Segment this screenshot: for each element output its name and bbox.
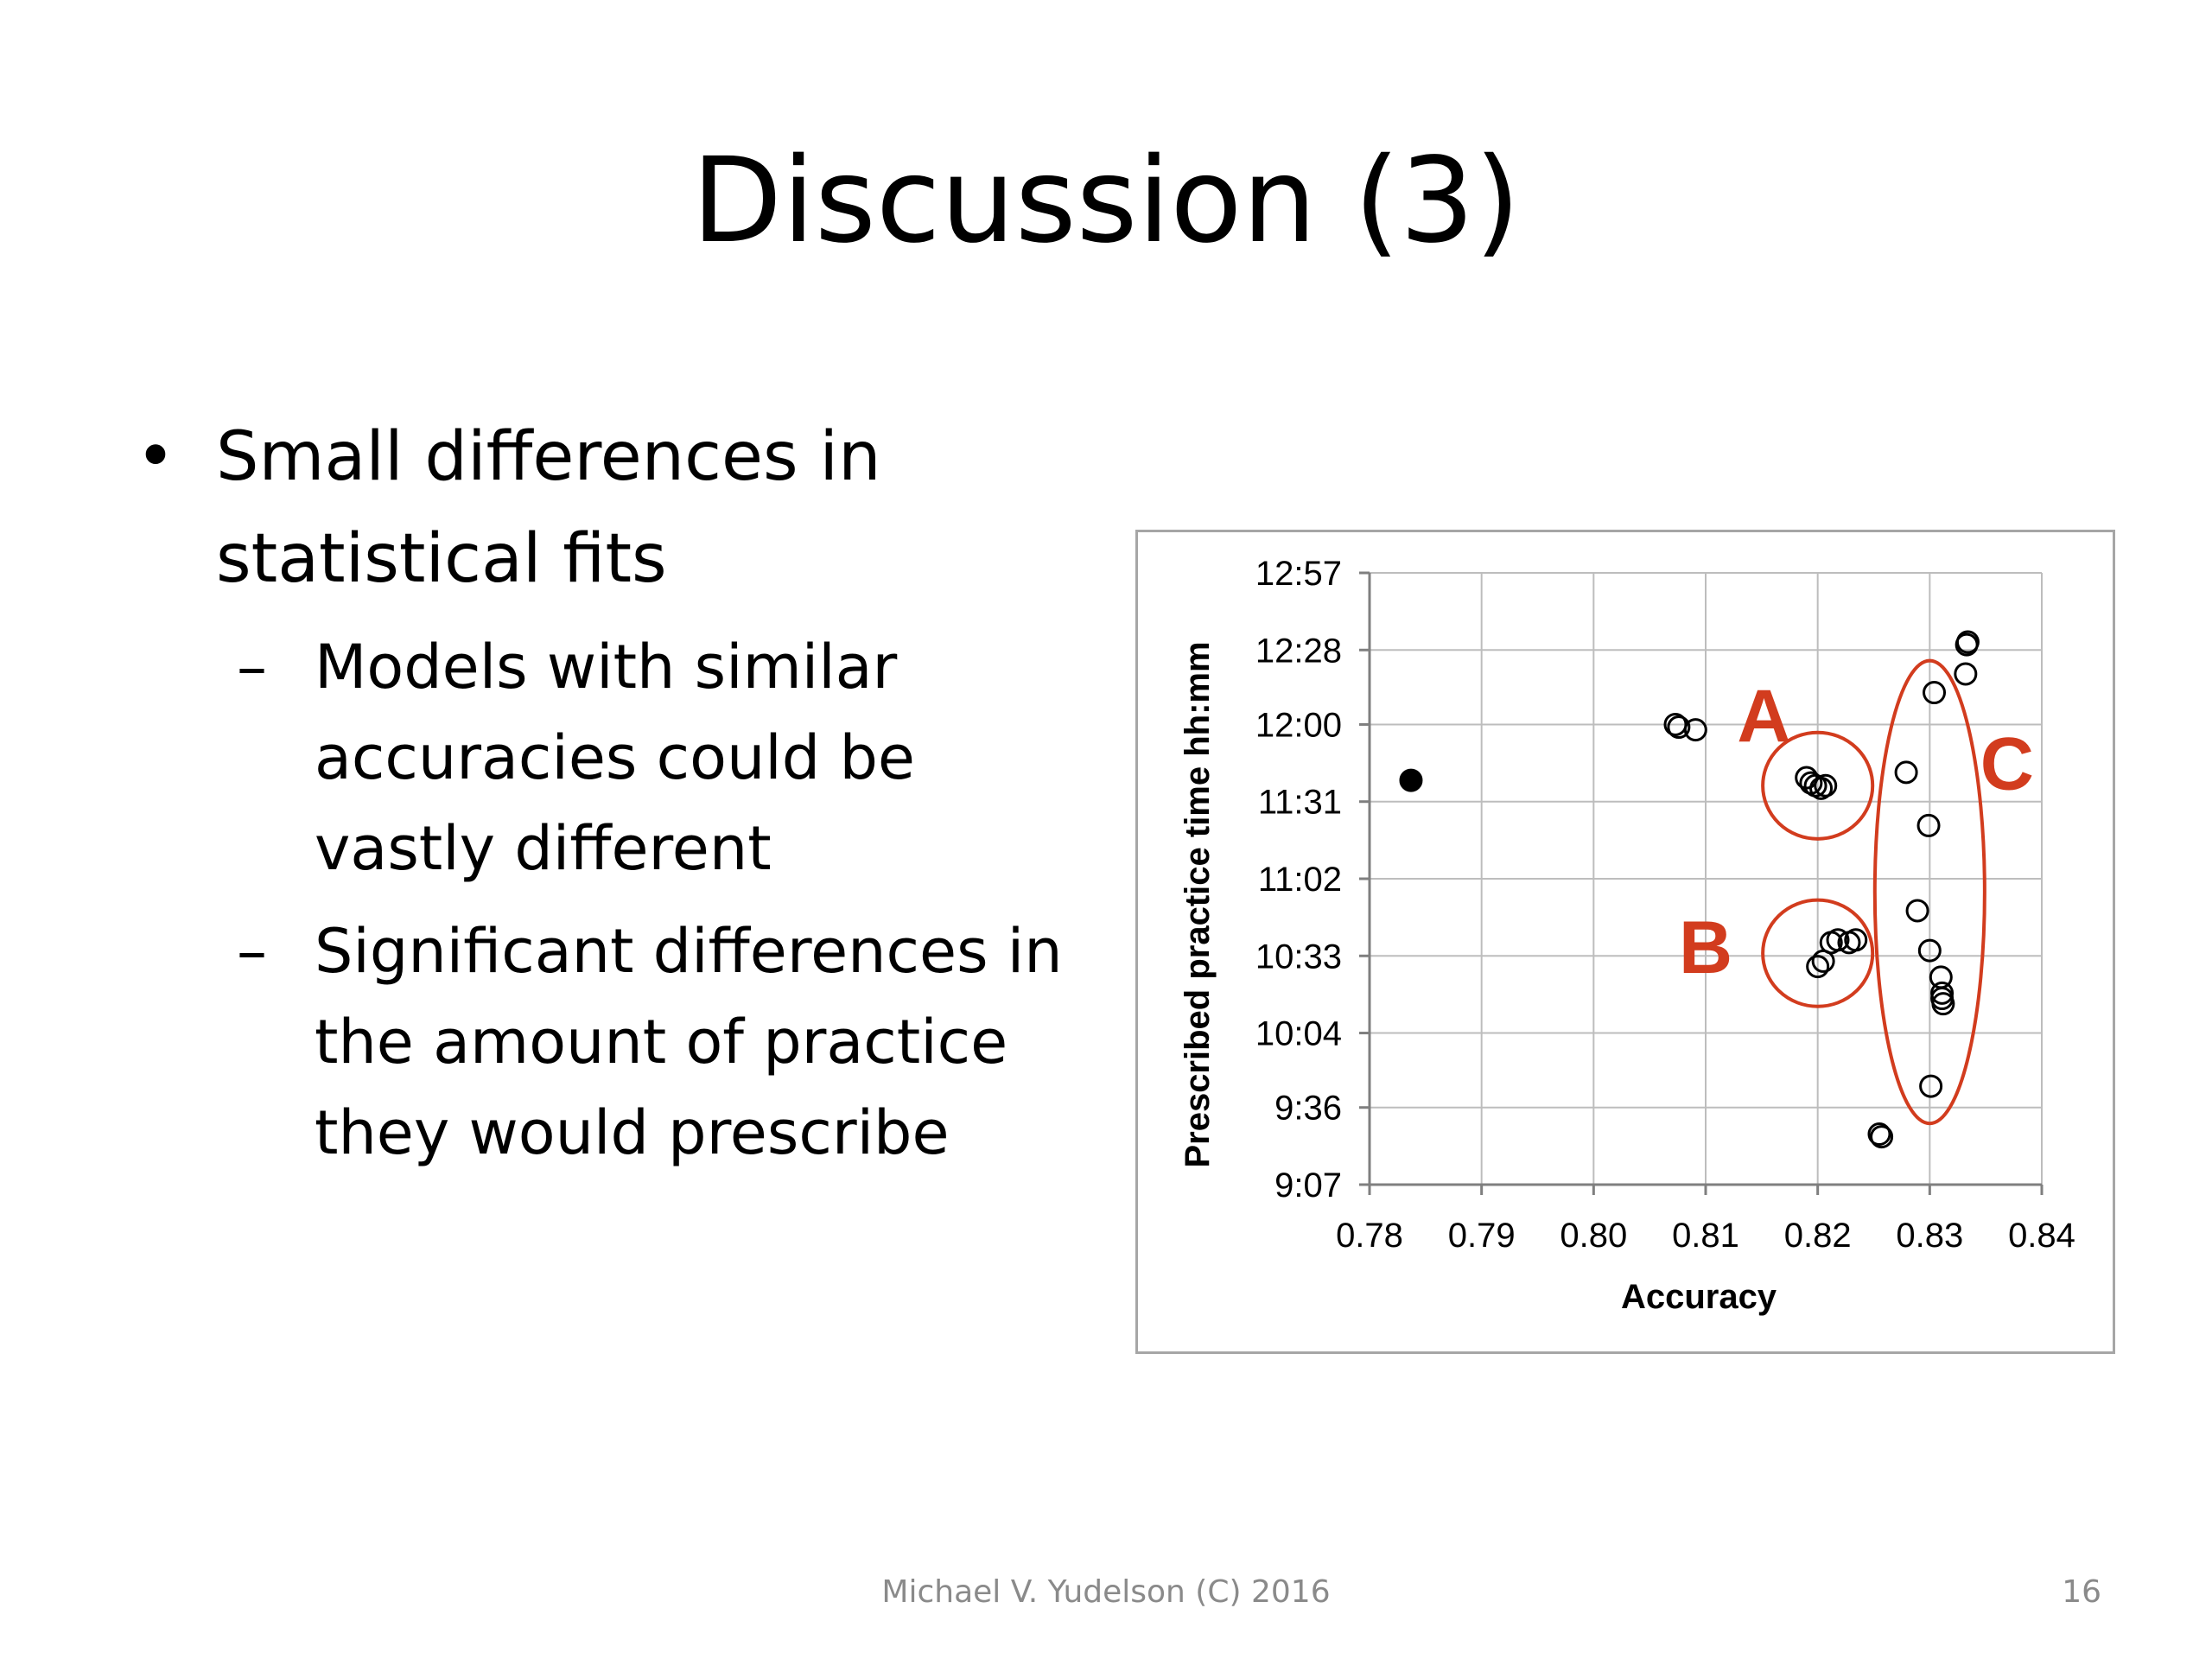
- x-tick-label: 0.82: [1784, 1217, 1852, 1255]
- data-point: [1919, 1074, 1943, 1098]
- main-bullet-line-2: statistical fits: [216, 520, 667, 598]
- annotation-label: A: [1737, 675, 1790, 758]
- bullet-list: • Small differences in statistical fits …: [130, 406, 1132, 1179]
- sub-bullet-2-line: they would prescribe: [315, 1097, 950, 1168]
- y-tick-label: 9:07: [1274, 1166, 1342, 1205]
- data-point: [1806, 955, 1830, 979]
- sub-bullet-2: – Significant differences in the amount …: [130, 906, 1132, 1179]
- sub-bullet-1-line: vastly different: [315, 813, 772, 884]
- data-point: [1814, 773, 1838, 798]
- data-point: [1931, 992, 1955, 1016]
- data-point: [1809, 776, 1834, 800]
- annotation-ellipse: [1761, 898, 1875, 1008]
- scatter-chart: 0.78 0.79 0.80 0.81 0.82 0.83 0.84 9:07 9:36 10:0…: [1179, 555, 2075, 1316]
- data-point: [1916, 813, 1941, 837]
- x-tick-label: 0.79: [1448, 1217, 1516, 1255]
- bullet-marker: •: [135, 418, 175, 496]
- data-point: [1917, 938, 1942, 963]
- sub-bullet-1-line: Models with similar: [315, 632, 898, 702]
- sub-bullet-marker: –: [237, 916, 267, 987]
- y-tick-label: 11:31: [1258, 784, 1342, 822]
- x-tick-label: 0.78: [1336, 1217, 1403, 1255]
- x-tick-label: 0.81: [1672, 1217, 1739, 1255]
- slide-footer: Michael V. Yudelson (C) 2016: [881, 1574, 1331, 1610]
- data-point: [1923, 681, 1947, 705]
- page-number: 16: [2062, 1574, 2101, 1610]
- sub-bullet-1-line: accuracies could be: [315, 722, 915, 793]
- chart-frame: 0.78 0.79 0.80 0.81 0.82 0.83 0.84 9:07 9:36 10:0…: [1135, 530, 2115, 1354]
- data-point: [1954, 662, 1978, 686]
- data-point: [1795, 766, 1819, 790]
- annotation-ellipse: [1872, 658, 1986, 1126]
- y-tick-label: 12:00: [1255, 706, 1342, 744]
- data-point-filled: [1399, 768, 1423, 792]
- x-tick-label: 0.84: [2008, 1217, 2075, 1255]
- y-tick-label: 12:57: [1255, 555, 1342, 593]
- main-bullet: • Small differences in statistical fits: [130, 406, 1132, 610]
- sub-bullet-2-line: Significant differences in: [315, 916, 1063, 987]
- y-tick-label: 11:02: [1258, 861, 1342, 899]
- sub-bullet-marker: –: [237, 632, 267, 702]
- sub-bullet-1: – Models with similar accuracies could b…: [130, 622, 1132, 894]
- y-tick-label: 9:36: [1274, 1090, 1342, 1128]
- annotation-label: B: [1679, 906, 1732, 989]
- x-axis-label: Accuracy: [1621, 1278, 1777, 1316]
- y-tick-label: 10:33: [1255, 938, 1342, 976]
- data-point: [1894, 760, 1918, 785]
- y-axis-label: Prescribed practice time hh:mm: [1179, 641, 1217, 1167]
- annotation-ellipse: [1761, 730, 1875, 841]
- data-point: [1955, 630, 1980, 654]
- annotation-label: C: [1980, 723, 2034, 806]
- data-point: [1870, 1125, 1894, 1149]
- main-bullet-line-1: Small differences in: [216, 418, 881, 496]
- data-point: [1667, 715, 1691, 740]
- x-tick-label: 0.80: [1560, 1217, 1627, 1255]
- y-tick-label: 12:28: [1255, 632, 1342, 670]
- x-tick-label: 0.83: [1896, 1217, 1963, 1255]
- data-point: [1826, 928, 1850, 952]
- data-point: [1844, 928, 1868, 952]
- data-point: [1867, 1122, 1891, 1147]
- data-point: [1683, 718, 1707, 742]
- data-point: [1905, 899, 1929, 923]
- slide-title: Discussion (3): [691, 133, 1521, 270]
- y-tick-label: 10:04: [1255, 1015, 1342, 1053]
- sub-bullet-2-line: the amount of practice: [315, 1007, 1008, 1077]
